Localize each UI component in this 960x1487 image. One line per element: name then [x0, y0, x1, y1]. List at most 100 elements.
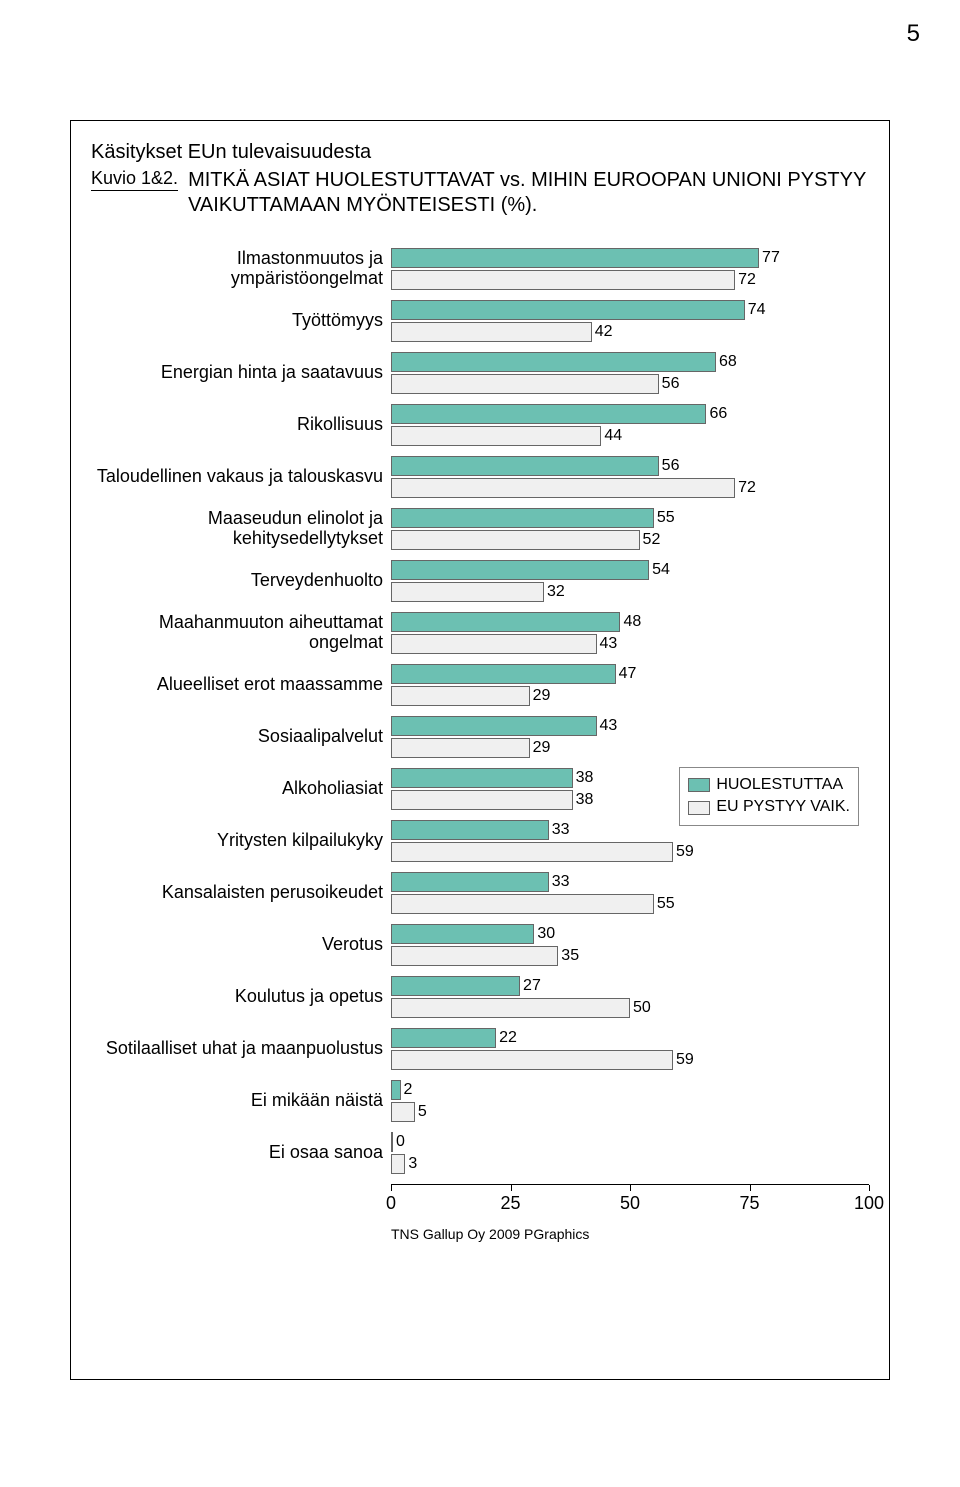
bars-row: 4329 — [391, 711, 869, 763]
bar-value: 2 — [404, 1081, 413, 1099]
bar-wrap: 56 — [391, 456, 869, 476]
bar-value: 55 — [657, 895, 675, 913]
category-label-row: Maaseudun elinolot ja kehitysedellytykse… — [91, 503, 391, 555]
bars-row: 5432 — [391, 555, 869, 607]
bar-series-b: 35 — [391, 946, 558, 966]
category-label: Sotilaalliset uhat ja maanpuolustus — [106, 1039, 383, 1059]
bar-series-b: 72 — [391, 270, 735, 290]
bars-row: 3035 — [391, 919, 869, 971]
x-axis: 0255075100 — [391, 1184, 869, 1224]
category-label-row: Energian hinta ja saatavuus — [91, 347, 391, 399]
category-label: Alkoholiasiat — [282, 779, 383, 799]
category-label: Työttömyys — [292, 311, 383, 331]
bar-series-a: 56 — [391, 456, 659, 476]
bars-row: 74 42 — [391, 295, 869, 347]
category-label-row: Ei mikään näistä — [91, 1075, 391, 1127]
bar-wrap: 27 — [391, 976, 869, 996]
bar-wrap: 55 — [391, 508, 869, 528]
labels-column: Ilmastonmuutos ja ympäristöongelmatTyött… — [91, 243, 391, 1179]
category-label: Maaseudun elinolot ja kehitysedellytykse… — [91, 509, 383, 549]
bar-wrap: 56 — [391, 374, 869, 394]
chart-footer: TNS Gallup Oy 2009 PGraphics — [391, 1226, 589, 1242]
kuvio-label: Kuvio 1&2. — [91, 168, 178, 191]
category-label-row: Alkoholiasiat — [91, 763, 391, 815]
category-label: Rikollisuus — [297, 415, 383, 435]
category-label-row: Sosiaalipalvelut — [91, 711, 391, 763]
axis-tick — [869, 1185, 870, 1191]
bar-value: 52 — [643, 531, 661, 549]
category-label-row: Rikollisuus — [91, 399, 391, 451]
bar-series-a: 74 — [391, 300, 745, 320]
bar-value: 42 — [595, 323, 613, 341]
bars-row: 2750 — [391, 971, 869, 1023]
bar-value: 38 — [576, 791, 594, 809]
bar-value: 29 — [533, 739, 551, 757]
category-label: Sosiaalipalvelut — [258, 727, 383, 747]
bar-value: 55 — [657, 509, 675, 527]
bar-wrap: 29 — [391, 738, 869, 758]
bar-series-a: 54 — [391, 560, 649, 580]
category-label-row: Työttömyys — [91, 295, 391, 347]
bar-value: 33 — [552, 821, 570, 839]
bar-value: 56 — [662, 457, 680, 475]
bar-series-a: 47 — [391, 664, 616, 684]
bar-series-a: 2 — [391, 1080, 401, 1100]
axis-row: 0255075100 — [91, 1179, 869, 1224]
bar-wrap: 22 — [391, 1028, 869, 1048]
legend-row: HUOLESTUTTAA — [688, 774, 850, 796]
bar-value: 47 — [619, 665, 637, 683]
bar-value: 0 — [396, 1133, 405, 1151]
bar-series-b: 52 — [391, 530, 640, 550]
category-label-row: Sotilaalliset uhat ja maanpuolustus — [91, 1023, 391, 1075]
bar-wrap: 43 — [391, 716, 869, 736]
axis-tick-label: 0 — [386, 1193, 396, 1214]
bar-series-b: 32 — [391, 582, 544, 602]
bar-value: 38 — [576, 769, 594, 787]
category-label-row: Maahanmuuton aiheuttamat ongelmat — [91, 607, 391, 659]
bars-row: 6856 — [391, 347, 869, 399]
footer-row: TNS Gallup Oy 2009 PGraphics — [91, 1224, 869, 1242]
axis-tick — [630, 1185, 631, 1191]
category-label: Terveydenhuolto — [251, 571, 383, 591]
category-label: Energian hinta ja saatavuus — [161, 363, 383, 383]
bar-wrap: 72 — [391, 478, 869, 498]
bar-value: 50 — [633, 999, 651, 1017]
chart-frame: Käsitykset EUn tulevaisuudesta Kuvio 1&2… — [70, 120, 890, 1380]
bar-wrap: 59 — [391, 1050, 869, 1070]
bar-value: 72 — [738, 271, 756, 289]
bar-value: 56 — [662, 375, 680, 393]
bar-value: 72 — [738, 479, 756, 497]
category-label-row: Yritysten kilpailukyky — [91, 815, 391, 867]
chart-area: Ilmastonmuutos ja ympäristöongelmatTyött… — [91, 243, 869, 1179]
bar-series-b: 72 — [391, 478, 735, 498]
bar-series-a: 66 — [391, 404, 706, 424]
chart-title-row: Kuvio 1&2. MITKÄ ASIAT HUOLESTUTTAVAT vs… — [91, 168, 869, 218]
bar-series-b: 44 — [391, 426, 601, 446]
bar-value: 22 — [499, 1029, 517, 1047]
page-number: 5 — [907, 20, 920, 48]
bar-wrap: 3 — [391, 1154, 869, 1174]
bar-value: 59 — [676, 843, 694, 861]
category-label: Taloudellinen vakaus ja talouskasvu — [97, 467, 383, 487]
bar-wrap: 43 — [391, 634, 869, 654]
category-label: Maahanmuuton aiheuttamat ongelmat — [91, 613, 383, 653]
bar-wrap: 48 — [391, 612, 869, 632]
chart-supertitle: Käsitykset EUn tulevaisuudesta — [91, 141, 869, 164]
bar-value: 44 — [604, 427, 622, 445]
axis-tick-label: 100 — [854, 1193, 884, 1214]
bar-series-b: 59 — [391, 842, 673, 862]
chart-header: Käsitykset EUn tulevaisuudesta Kuvio 1&2… — [91, 141, 869, 218]
bar-wrap: 33 — [391, 872, 869, 892]
bar-value: 74 — [748, 301, 766, 319]
bar-wrap: 5 — [391, 1102, 869, 1122]
category-label: Alueelliset erot maassamme — [157, 675, 383, 695]
legend-swatch — [688, 778, 710, 792]
bar-wrap: 35 — [391, 946, 869, 966]
category-label-row: Kansalaisten perusoikeudet — [91, 867, 391, 919]
bar-wrap: 66 — [391, 404, 869, 424]
bars-row: 4843 — [391, 607, 869, 659]
bars-row: 7772 — [391, 243, 869, 295]
bar-wrap: 0 — [391, 1132, 869, 1152]
axis-tick-label: 50 — [620, 1193, 640, 1214]
bar-series-a: 22 — [391, 1028, 496, 1048]
